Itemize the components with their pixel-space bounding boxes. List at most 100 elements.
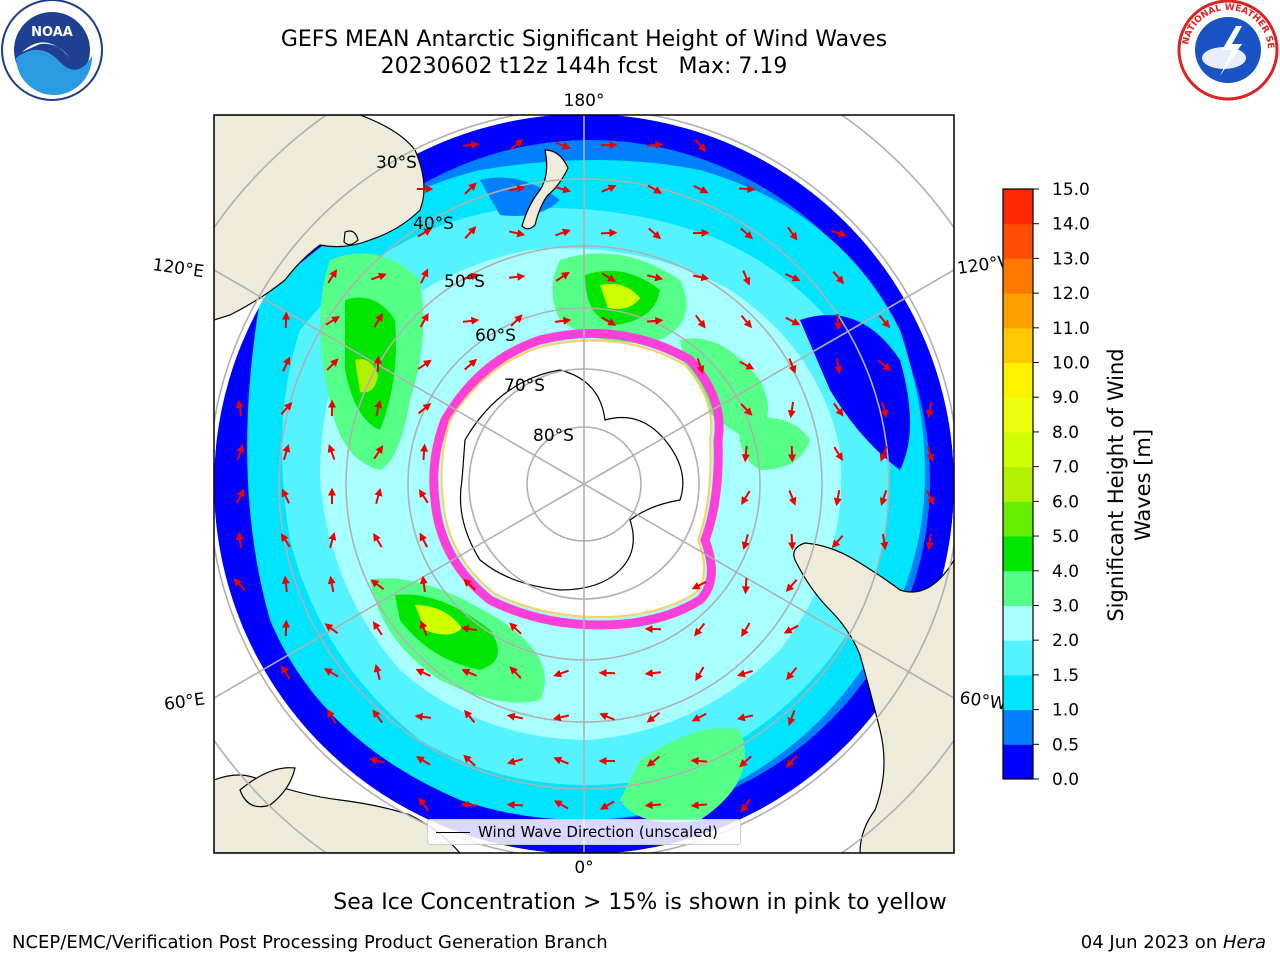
credit-date: 04 Jun 2023 on bbox=[1080, 932, 1223, 953]
wind-wave-arrow bbox=[552, 713, 570, 722]
wind-wave-arrow bbox=[695, 666, 705, 682]
wind-wave-arrow bbox=[693, 184, 709, 194]
wind-wave-arrow bbox=[601, 184, 617, 193]
wind-wave-arrow bbox=[880, 533, 889, 551]
colorbar-tick-label: 3.0 bbox=[1052, 596, 1079, 616]
wind-wave-arrow bbox=[506, 712, 524, 721]
wind-wave-arrow bbox=[646, 711, 661, 723]
wind-wave-arrow bbox=[741, 445, 750, 463]
wind-wave-arrow bbox=[646, 755, 661, 767]
wind-wave-arrow bbox=[691, 580, 707, 590]
wind-wave-arrow bbox=[419, 620, 428, 636]
wind-wave-arrow bbox=[739, 755, 752, 768]
colorbar-tick-label: 14.0 bbox=[1052, 215, 1090, 235]
wind-wave-arrow bbox=[783, 624, 799, 634]
wind-wave-arrow bbox=[417, 403, 432, 415]
wind-wave-arrow bbox=[787, 401, 796, 419]
wind-wave-arrow bbox=[926, 490, 935, 506]
wind-wave-arrow bbox=[737, 669, 753, 678]
lat-label-50s: 50°S bbox=[444, 272, 485, 292]
colorbar-label-line: Significant Height of Wind bbox=[1104, 348, 1128, 622]
wind-wave-arrow bbox=[740, 798, 751, 813]
wind-wave-arrow bbox=[739, 360, 755, 370]
wind-wave-arrow bbox=[741, 533, 750, 551]
colorbar-label-line: Waves [m] bbox=[1131, 428, 1155, 542]
wind-wave-arrow bbox=[880, 402, 889, 419]
wind-wave-arrow bbox=[323, 668, 339, 678]
wind-wave-arrow bbox=[646, 316, 664, 325]
wind-wave-arrow bbox=[374, 487, 383, 505]
wind-wave-arrow bbox=[833, 402, 844, 417]
wind-wave-arrow bbox=[509, 666, 522, 679]
wind-wave-arrow bbox=[462, 316, 480, 325]
wind-wave-arrow bbox=[833, 446, 843, 461]
wind-wave-arrow bbox=[788, 358, 797, 374]
wind-wave-arrow bbox=[555, 271, 570, 282]
wind-wave-arrow bbox=[417, 359, 432, 370]
wind-wave-arrow bbox=[787, 226, 798, 241]
wind-wave-arrow bbox=[372, 621, 383, 636]
wind-wave-arrow bbox=[599, 800, 615, 810]
wind-wave-arrow bbox=[741, 622, 751, 638]
colorbar-tick-label: 2.0 bbox=[1052, 631, 1079, 651]
wind-wave-arrow bbox=[509, 622, 522, 635]
lon-label-60w: 60°W bbox=[958, 688, 1007, 714]
wind-wave-arrow bbox=[690, 801, 708, 810]
wind-wave-arrow bbox=[327, 575, 336, 593]
wind-wave-arrow bbox=[326, 358, 339, 371]
wind-wave-arrow bbox=[742, 270, 751, 286]
wind-wave-arrow bbox=[281, 664, 291, 680]
wind-wave-arrow bbox=[371, 272, 387, 281]
colorbar-tick-label: 12.0 bbox=[1052, 284, 1090, 304]
wind-wave-arrow bbox=[646, 140, 664, 149]
wind-wave-arrow bbox=[691, 712, 707, 722]
wind-wave-arrow bbox=[236, 488, 245, 504]
wind-wave-arrow bbox=[419, 312, 429, 328]
colorbar-tick-label: 8.0 bbox=[1052, 423, 1079, 443]
wind-wave-arrow bbox=[463, 754, 476, 767]
colorbar-tick-label: 11.0 bbox=[1052, 319, 1090, 339]
wind-wave-arrow bbox=[601, 272, 617, 282]
wind-wave-arrow bbox=[740, 227, 754, 240]
wind-wave-arrow bbox=[508, 229, 526, 238]
wind-wave-arrow bbox=[281, 575, 290, 593]
wind-wave-arrow bbox=[282, 443, 291, 460]
wind-wave-arrow bbox=[692, 273, 710, 282]
colorbar-segment bbox=[1003, 293, 1033, 329]
wind-wave-arrow bbox=[414, 712, 432, 721]
wind-wave-arrow bbox=[235, 531, 244, 549]
colorbar-segment bbox=[1003, 362, 1033, 398]
wind-wave-arrows bbox=[233, 139, 935, 813]
lat-label-80s: 80°S bbox=[533, 426, 574, 446]
wind-wave-arrow bbox=[415, 756, 431, 766]
map-frame bbox=[213, 114, 955, 854]
wind-wave-arrow bbox=[461, 668, 477, 677]
wind-wave-arrow bbox=[555, 141, 571, 150]
wind-wave-arrow bbox=[280, 402, 293, 415]
wind-wave-arrow bbox=[785, 273, 801, 282]
wind-wave-arrow bbox=[694, 622, 706, 637]
colorbar-tick-label: 15.0 bbox=[1052, 180, 1090, 200]
wind-wave-arrow bbox=[509, 139, 524, 151]
wind-wave-arrow bbox=[741, 577, 750, 595]
wind-wave-arrow bbox=[464, 709, 476, 724]
wind-wave-arrow bbox=[925, 401, 934, 419]
lat-label-70s: 70°S bbox=[504, 376, 545, 396]
colorbar-tick-label: 5.0 bbox=[1052, 527, 1079, 547]
wind-wave-arrow bbox=[510, 314, 523, 327]
wind-wave-arrow bbox=[508, 272, 526, 281]
colorbar-segment bbox=[1003, 501, 1033, 537]
colorbar-tick-label: 9.0 bbox=[1052, 388, 1079, 408]
wind-wave-arrow bbox=[879, 446, 888, 462]
colorbar-segment bbox=[1003, 327, 1033, 364]
wind-wave-arrow bbox=[648, 227, 662, 240]
colorbar: 15.0 14.0 13.0 12.0 11.0 10.0 9.0 8.0 7.0 6.0 5.0 4… bbox=[1003, 180, 1090, 790]
wind-wave-arrow bbox=[785, 579, 798, 592]
wind-wave-arrow bbox=[281, 488, 290, 504]
lat-label-30s: 30°S bbox=[376, 153, 417, 173]
colorbar-segment bbox=[1003, 258, 1033, 294]
wind-wave-arrow bbox=[553, 756, 569, 765]
wind-wave-arrow bbox=[788, 445, 797, 463]
legend-label: Wind Wave Direction (unscaled) bbox=[478, 823, 718, 841]
chart-title: GEFS MEAN Antarctic Significant Height o… bbox=[280, 27, 888, 52]
